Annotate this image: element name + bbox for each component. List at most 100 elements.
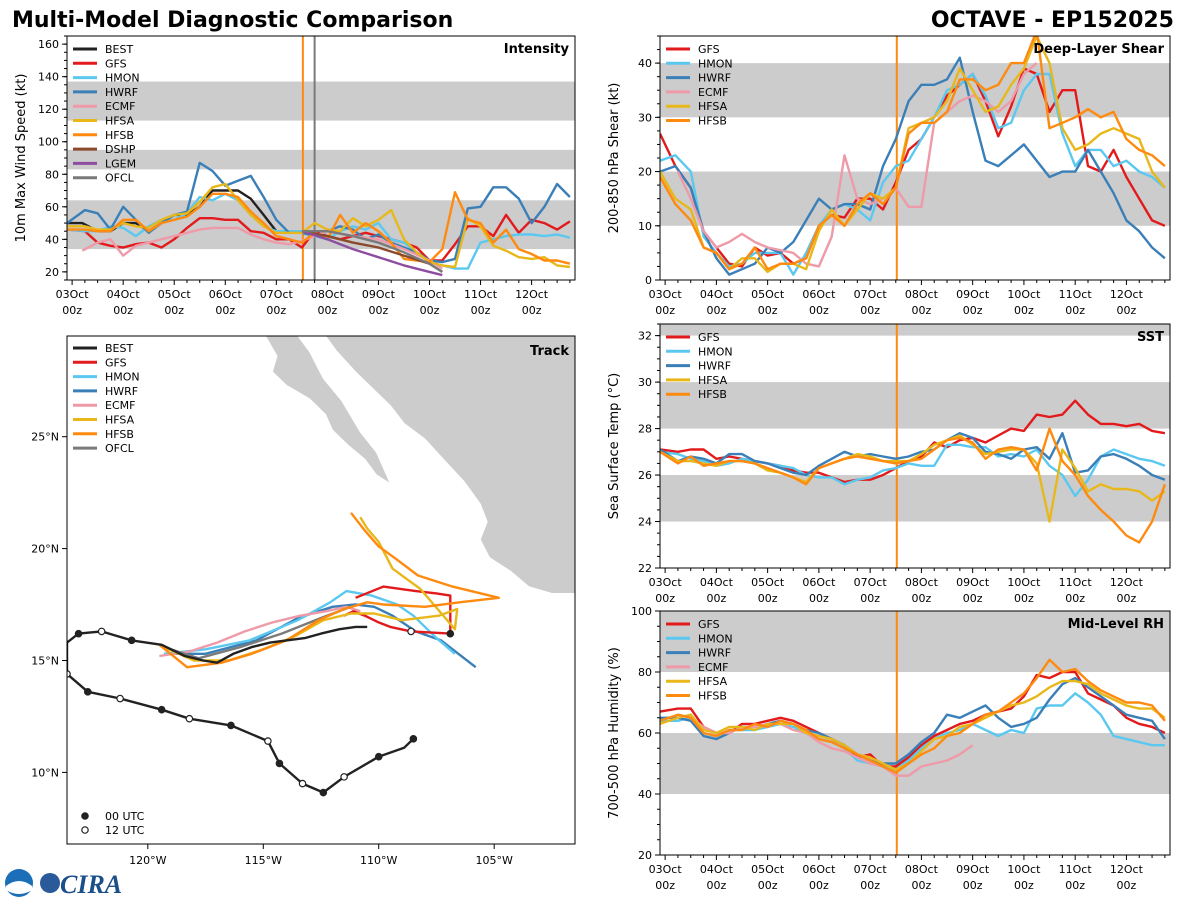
x-tick-label: 04Oct xyxy=(700,863,734,876)
x-tick-label: 09Oct xyxy=(956,576,990,589)
legend-label-dshp: DSHP xyxy=(105,143,136,156)
legend-label-hfsb: HFSB xyxy=(698,115,727,128)
marker-legend-label: 00 UTC xyxy=(105,810,145,823)
noaa-wave-icon xyxy=(6,881,32,894)
x-tick-hour-label: 00z xyxy=(655,879,675,892)
y-tick-label: 120 xyxy=(38,103,59,116)
track-line-ecmf xyxy=(159,605,361,658)
x-tick-hour-label: 00z xyxy=(1014,304,1034,317)
shear-panel: 0 10 20 30 40 03Oct 00z 04Oct 00z 05Oct 00z 06Oct 00… xyxy=(607,35,1171,317)
x-tick-hour-label: 00z xyxy=(655,304,675,317)
y-tick-label: 20 xyxy=(45,266,59,279)
track-marker-12utc xyxy=(407,627,415,636)
rh-panel: 20 40 60 80 100 03Oct 00z 04Oct 00z 05Oct 00z 06Oct… xyxy=(607,605,1171,892)
x-tick-hour-label: 00z xyxy=(1065,592,1085,605)
x-tick-label: 06Oct xyxy=(802,576,836,589)
lat-tick-label: 20°N xyxy=(31,543,59,556)
track-marker-00utc xyxy=(127,636,136,645)
x-tick-hour-label: 00z xyxy=(912,592,932,605)
x-tick-hour-label: 00z xyxy=(912,879,932,892)
legend-label-hwrf: HWRF xyxy=(698,360,731,373)
x-tick-hour-label: 00z xyxy=(706,304,726,317)
legend-label-gfs: GFS xyxy=(105,356,127,369)
legend-label-hwrf: HWRF xyxy=(698,72,731,85)
track-marker-12utc xyxy=(340,773,348,781)
track-line-hfsa xyxy=(163,516,459,662)
y-axis-label: 10m Max Wind Speed (kt) xyxy=(14,74,29,243)
x-tick-label: 08Oct xyxy=(905,576,939,589)
axes-frame xyxy=(659,323,1171,569)
x-tick-hour-label: 00z xyxy=(860,304,880,317)
x-tick-label: 11Oct xyxy=(464,288,498,301)
track-line-best xyxy=(67,625,415,794)
x-tick-hour-label: 00z xyxy=(860,879,880,892)
band xyxy=(660,324,1170,336)
x-tick-hour-label: 00z xyxy=(522,304,542,317)
x-tick-hour-label: 00z xyxy=(1117,879,1137,892)
y-tick-label: 80 xyxy=(45,168,59,181)
x-tick-hour-label: 00z xyxy=(655,592,675,605)
legend-label-hmon: HMON xyxy=(105,371,140,384)
track-marker-00utc xyxy=(319,788,328,797)
track-marker-00utc xyxy=(74,629,83,638)
track-line-hmon xyxy=(163,589,456,655)
y-tick-label: 40 xyxy=(638,57,652,70)
y-tick-label: 0 xyxy=(645,274,652,287)
y-tick-label: 20 xyxy=(638,849,652,862)
y-tick-label: 26 xyxy=(638,469,652,482)
track-marker-12utc xyxy=(298,779,307,788)
x-tick-hour-label: 00z xyxy=(706,879,726,892)
lat-tick-label: 15°N xyxy=(31,654,59,667)
lat-tick-label: 10°N xyxy=(31,766,59,779)
y-tick-label: 28 xyxy=(638,423,652,436)
legend-label-hwrf: HWRF xyxy=(105,86,138,99)
legend-label-gfs: GFS xyxy=(698,43,720,56)
track-marker-00utc xyxy=(374,752,383,761)
x-tick-label: 11Oct xyxy=(1059,288,1093,301)
band xyxy=(67,149,575,170)
marker-legend-symbol xyxy=(81,826,89,834)
x-tick-label: 10Oct xyxy=(1007,576,1041,589)
x-tick-hour-label: 00z xyxy=(266,304,286,317)
x-tick-label: 06Oct xyxy=(209,288,243,301)
plot-area xyxy=(660,324,1170,568)
x-tick-hour-label: 00z xyxy=(62,304,82,317)
x-tick-hour-label: 00z xyxy=(809,592,829,605)
y-tick-label: 30 xyxy=(638,376,652,389)
series-line-hfsa xyxy=(660,679,1166,771)
track-marker-12utc xyxy=(116,694,124,703)
plot-area xyxy=(660,36,1170,280)
legend-label-ecmf: ECMF xyxy=(105,399,135,412)
x-tick-label: 04Oct xyxy=(700,288,734,301)
y-tick-label: 60 xyxy=(45,201,59,214)
mexico-landmass xyxy=(325,336,575,594)
legend-label-hwrf: HWRF xyxy=(698,647,731,660)
x-tick-hour-label: 00z xyxy=(113,304,133,317)
y-axis-label: Sea Surface Temp (°C) xyxy=(607,373,622,520)
track-line-hfsb xyxy=(158,512,500,669)
band xyxy=(660,611,1170,672)
band xyxy=(660,63,1170,118)
track-marker-00utc xyxy=(446,629,455,638)
series-line-lgem xyxy=(301,230,443,277)
series-line-ofcl xyxy=(301,230,443,273)
x-tick-label: 09Oct xyxy=(956,863,990,876)
series-line-hfsa xyxy=(67,182,571,269)
series-line-hmon xyxy=(660,692,1165,771)
panel-title: Deep-Layer Shear xyxy=(1033,42,1164,57)
series-line-hfsb xyxy=(660,427,1167,544)
series-line-ecmf xyxy=(677,713,974,777)
legend-label-ofcl: OFCL xyxy=(105,172,135,185)
track-marker-00utc xyxy=(83,688,92,696)
y-tick-label: 40 xyxy=(638,788,652,801)
series-line-hmon xyxy=(660,443,1166,498)
x-tick-label: 11Oct xyxy=(1059,863,1093,876)
x-tick-hour-label: 00z xyxy=(809,879,829,892)
y-tick-label: 22 xyxy=(638,562,652,575)
legend-label-hfsa: HFSA xyxy=(698,100,728,113)
lon-tick-label: 110°W xyxy=(360,854,397,867)
legend-label-ecmf: ECMF xyxy=(698,661,728,674)
series-line-hwrf xyxy=(660,432,1166,481)
